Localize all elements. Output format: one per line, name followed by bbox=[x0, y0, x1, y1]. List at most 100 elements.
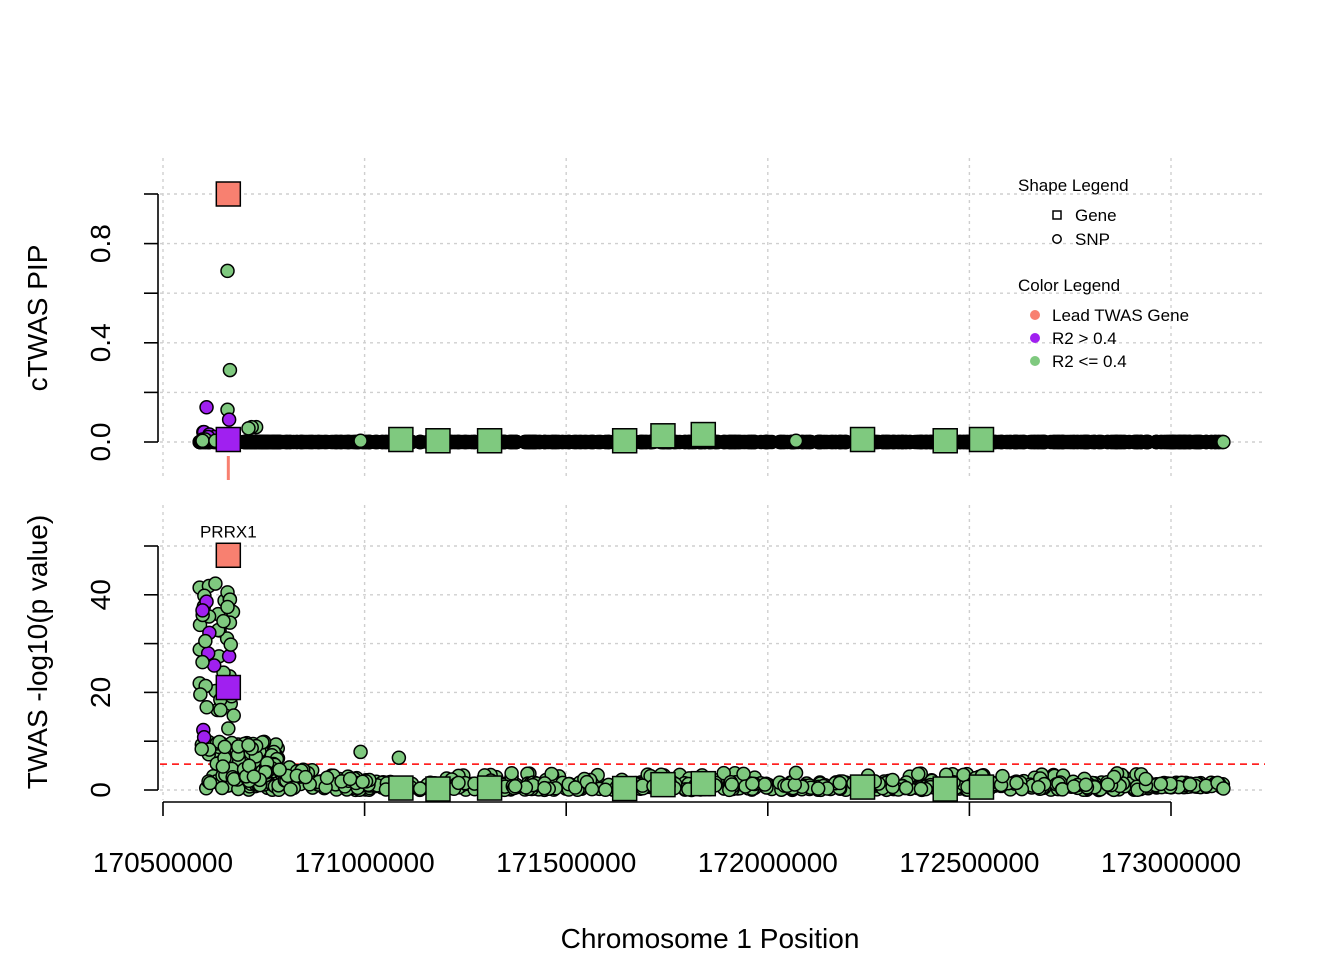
top-snp-point bbox=[913, 434, 929, 450]
lead-gene-label: PRRX1 bbox=[200, 522, 257, 541]
top-highlight-snp-point bbox=[199, 400, 214, 415]
bottom-snp-point bbox=[745, 776, 760, 792]
bottom-highlight-snp-point bbox=[195, 654, 210, 670]
bottom-y-tick-label: 0 bbox=[85, 782, 116, 798]
bottom-gene-point bbox=[388, 775, 414, 801]
top-panel-y-axis: 0.0 0.4 0.8 bbox=[85, 193, 159, 461]
bottom-highlight-snp-point bbox=[221, 721, 236, 736]
bottom-highlight-snp-point bbox=[1216, 781, 1231, 796]
bottom-snp-point bbox=[885, 772, 900, 788]
bottom-panel-y-axis: 0 20 40 bbox=[85, 545, 159, 798]
chart-legend: Shape Legend Gene SNP Color Legend Lead … bbox=[1018, 176, 1189, 371]
top-highlight-snp-point bbox=[788, 433, 804, 449]
bottom-snp-point bbox=[298, 769, 313, 785]
bottom-highlight-snp-point bbox=[223, 637, 238, 652]
bottom-snp-point bbox=[724, 777, 740, 792]
bottom-highlight-snp-point bbox=[221, 649, 237, 664]
bottom-snp-point bbox=[956, 767, 971, 783]
bottom-highlight-snp-point bbox=[391, 750, 407, 766]
bottom-panel-gene-points bbox=[215, 542, 995, 802]
bottom-highlight-snp-point bbox=[353, 744, 368, 760]
bottom-gene-point bbox=[611, 775, 638, 802]
color-legend-title: Color Legend bbox=[1018, 276, 1120, 295]
bottom-snp-point bbox=[1100, 777, 1116, 792]
bottom-snp-point bbox=[537, 780, 552, 796]
bottom-snp-point bbox=[213, 702, 228, 718]
bottom-gene-point bbox=[650, 771, 676, 798]
bottom-snp-point bbox=[757, 777, 773, 792]
bottom-snp-point bbox=[283, 782, 298, 797]
bottom-gene-point bbox=[968, 774, 995, 800]
legend-lead-gene-swatch bbox=[1030, 310, 1040, 320]
top-panel-pip: 0.0 0.4 0.8 cTWAS PIP bbox=[22, 158, 1265, 480]
bottom-gene-point bbox=[476, 775, 503, 801]
legend-snp-label: SNP bbox=[1075, 230, 1110, 249]
top-snp-point bbox=[1009, 434, 1024, 450]
bottom-highlight-snp-point bbox=[208, 576, 223, 591]
x-tick-label: 172500000 bbox=[899, 847, 1039, 878]
top-gene-point bbox=[611, 428, 638, 454]
top-snp-point bbox=[810, 434, 826, 450]
bottom-snp-point bbox=[1153, 776, 1169, 792]
legend-low-r2-label: R2 <= 0.4 bbox=[1052, 352, 1127, 371]
bottom-snp-point bbox=[202, 775, 218, 791]
bottom-snp-point bbox=[810, 781, 826, 796]
bottom-snp-point bbox=[1009, 775, 1024, 791]
top-highlight-snp-point bbox=[241, 421, 256, 436]
top-snp-point bbox=[995, 434, 1010, 450]
bottom-y-tick-label: 20 bbox=[85, 677, 116, 708]
top-snp-point bbox=[1182, 434, 1198, 450]
legend-low-r2-swatch bbox=[1030, 356, 1040, 366]
bottom-snp-point bbox=[898, 780, 914, 796]
bottom-snp-point bbox=[1138, 771, 1153, 787]
bottom-snp-point bbox=[584, 781, 600, 797]
x-axis: 170500000 171000000 171500000 172000000 1725… bbox=[93, 801, 1241, 878]
top-snp-point bbox=[1138, 434, 1153, 450]
top-gene-point bbox=[476, 428, 503, 454]
bottom-snp-point bbox=[342, 771, 358, 787]
bottom-snp-point bbox=[215, 759, 231, 774]
bottom-snp-point bbox=[1031, 780, 1046, 795]
bottom-snp-point bbox=[451, 775, 466, 791]
bottom-snp-point bbox=[568, 780, 583, 795]
top-y-tick-label: 0.8 bbox=[85, 224, 116, 263]
bottom-snp-point bbox=[507, 779, 523, 794]
bottom-snp-point bbox=[272, 762, 287, 777]
bottom-lead-gene-point bbox=[215, 542, 242, 569]
top-snp-point bbox=[568, 434, 583, 450]
bottom-snp-point bbox=[504, 765, 519, 781]
top-highlight-snp-point bbox=[220, 263, 235, 279]
x-tick-label: 171000000 bbox=[295, 847, 435, 878]
bottom-snp-point bbox=[193, 687, 208, 702]
bottom-snp-point bbox=[1066, 779, 1082, 794]
legend-gene-square-icon bbox=[1052, 210, 1062, 220]
bottom-highlight-snp-point bbox=[241, 737, 256, 753]
top-snp-point bbox=[598, 434, 613, 450]
bottom-snp-point bbox=[226, 708, 241, 723]
top-snp-point bbox=[885, 434, 900, 450]
bottom-snp-point bbox=[319, 770, 335, 786]
bottom-highlight-snp-point bbox=[196, 730, 212, 745]
top-snp-point bbox=[898, 434, 914, 450]
top-gene-point bbox=[849, 426, 876, 453]
top-snp-point bbox=[1100, 434, 1116, 450]
top-snp-point bbox=[745, 434, 760, 450]
bottom-highlight-snp-point bbox=[194, 741, 209, 757]
top-snp-point bbox=[272, 434, 287, 450]
top-gene-point bbox=[968, 426, 995, 453]
legend-lead-gene-label: Lead TWAS Gene bbox=[1052, 306, 1189, 325]
bottom-snp-point bbox=[1182, 777, 1198, 792]
bottom-highlight-snp-point bbox=[216, 613, 231, 629]
top-snp-point bbox=[537, 434, 552, 450]
bottom-snp-point bbox=[832, 775, 847, 791]
bottom-panel-snp-points bbox=[192, 576, 1231, 798]
x-axis-title: Chromosome 1 Position bbox=[561, 923, 860, 954]
top-highlight-snp-point bbox=[195, 433, 210, 449]
top-gene-point bbox=[932, 428, 958, 454]
lead-gene-position-marker bbox=[226, 456, 230, 480]
x-tick-label: 171500000 bbox=[496, 847, 636, 878]
bottom-panel-twas: 0 20 40 170500000 171000000 171500000 1720000… bbox=[22, 505, 1265, 878]
bottom-y-tick-label: 40 bbox=[85, 579, 116, 610]
bottom-snp-point bbox=[995, 768, 1010, 784]
